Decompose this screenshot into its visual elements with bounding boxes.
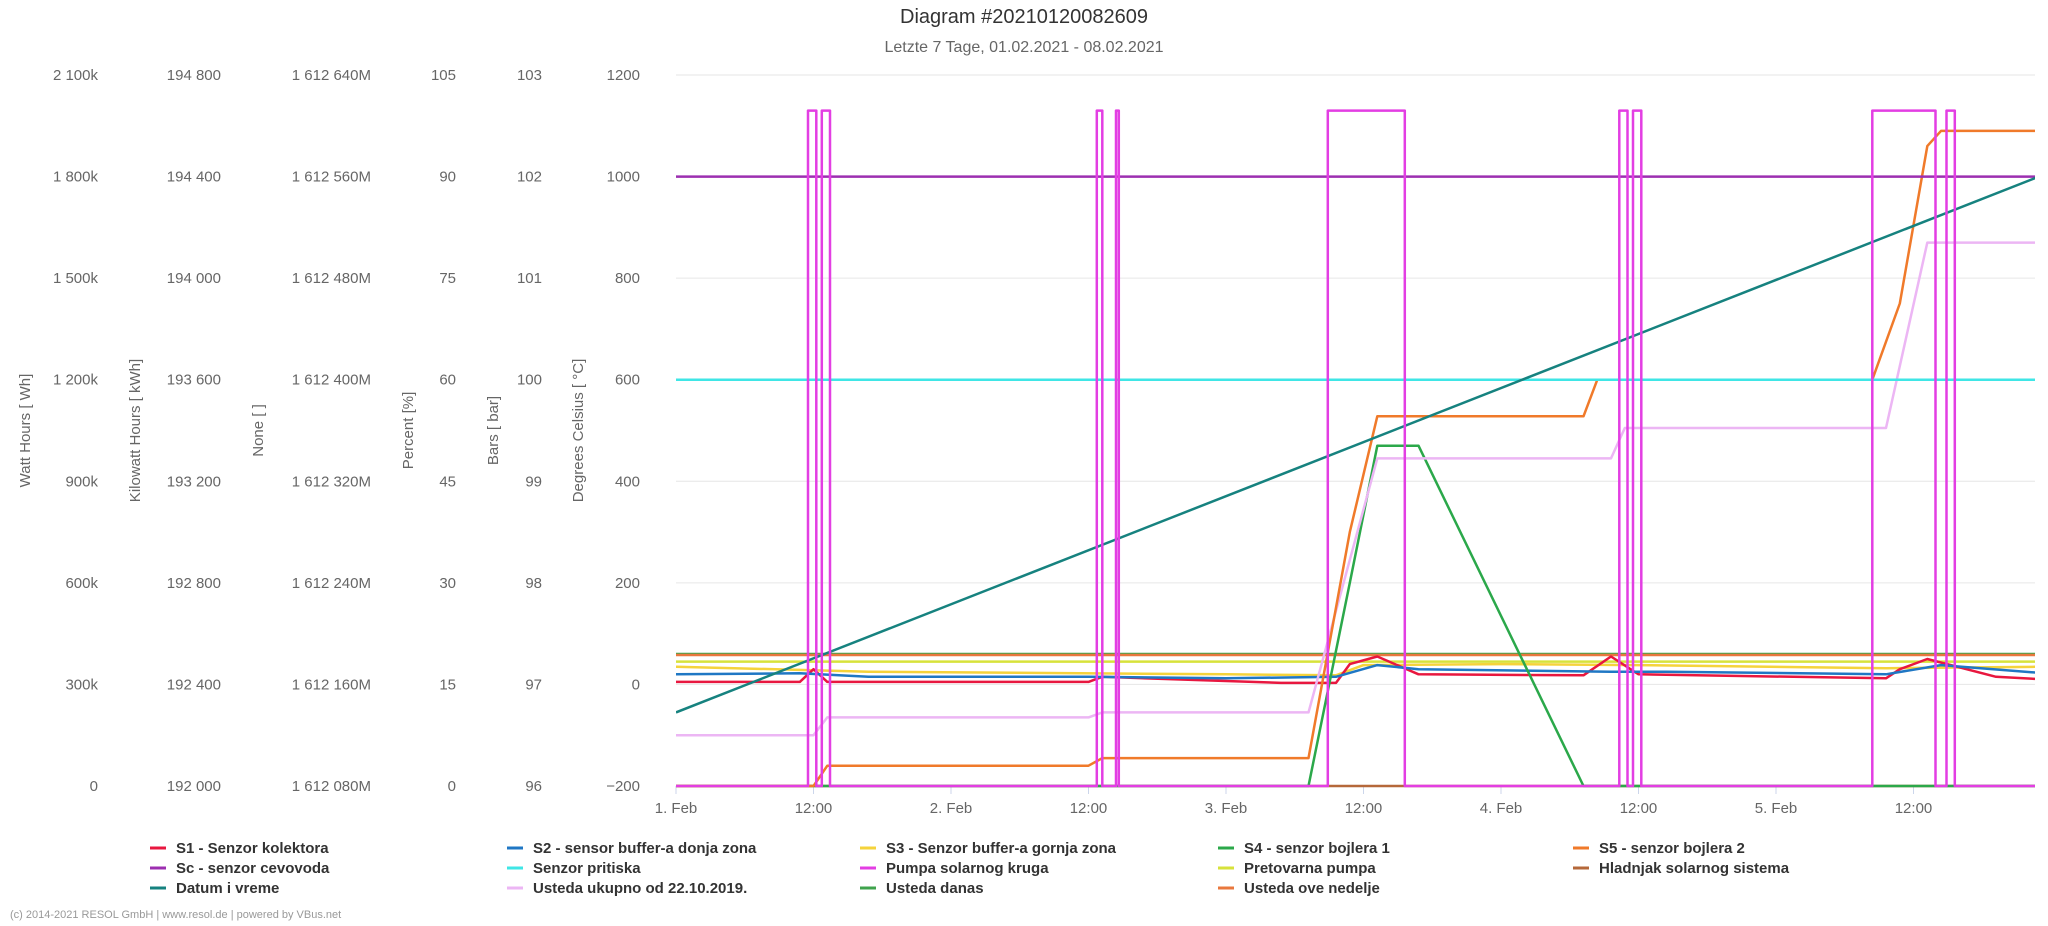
y-axis-title: Kilowatt Hours [ kWh] xyxy=(127,359,144,502)
y-axis-title: Degrees Celsius [ °C] xyxy=(570,359,587,503)
y-tick-label: 101 xyxy=(517,270,542,287)
y-tick-label: 1200 xyxy=(607,67,640,84)
y-tick-label: 1 200k xyxy=(53,372,99,389)
y-tick-label: 1 612 160M xyxy=(292,676,371,693)
x-tick-label: 12:00 xyxy=(1070,800,1108,817)
y-tick-label: 1 612 640M xyxy=(292,67,371,84)
y-tick-label: 99 xyxy=(525,473,542,490)
y-tick-label: 193 200 xyxy=(167,473,221,490)
y-tick-label: 194 000 xyxy=(167,270,221,287)
y-tick-label: 193 600 xyxy=(167,372,221,389)
legend-item-label: Sc - senzor cevovoda xyxy=(176,860,330,877)
x-tick-label: 12:00 xyxy=(795,800,833,817)
y-axis-title: None [ ] xyxy=(250,404,267,457)
y-tick-label: 60 xyxy=(439,372,456,389)
legend-item-label: Pretovarna pumpa xyxy=(1244,860,1376,877)
series-line-8 xyxy=(676,109,2035,788)
series-line-3 xyxy=(676,662,2035,677)
series-line-11 xyxy=(676,176,2035,714)
legend-item-label: S2 - sensor buffer-a donja zona xyxy=(533,840,757,857)
y-tick-label: 192 400 xyxy=(167,676,221,693)
y-tick-label: 1 800k xyxy=(53,169,99,186)
y-tick-label: 194 800 xyxy=(167,67,221,84)
legend-item-label: S4 - senzor bojlera 1 xyxy=(1244,840,1390,857)
y-tick-label: 1 612 400M xyxy=(292,372,371,389)
y-tick-label: 1 612 080M xyxy=(292,778,371,795)
x-tick-label: 5. Feb xyxy=(1755,800,1798,817)
legend-item-label: Datum i vreme xyxy=(176,880,279,897)
legend-item-label: Hladnjak solarnog sistema xyxy=(1599,860,1790,877)
series-line-12 xyxy=(676,241,2035,737)
y-tick-label: 400 xyxy=(615,473,640,490)
x-tick-label: 3. Feb xyxy=(1205,800,1248,817)
legend-item-label: Usteda ove nedelje xyxy=(1244,880,1380,897)
y-tick-label: 800 xyxy=(615,270,640,287)
x-tick-label: 12:00 xyxy=(1345,800,1383,817)
y-tick-label: 105 xyxy=(431,67,456,84)
y-axis-title: Watt Hours [ Wh] xyxy=(17,374,34,488)
chart-credits: (c) 2014-2021 RESOL GmbH | www.resol.de … xyxy=(10,909,341,921)
chart-title: Diagram #20210120082609 xyxy=(900,6,1148,28)
y-tick-label: −200 xyxy=(606,778,640,795)
y-tick-label: 1 612 560M xyxy=(292,169,371,186)
y-tick-label: 15 xyxy=(439,676,456,693)
y-tick-label: 900k xyxy=(65,473,98,490)
x-tick-label: 12:00 xyxy=(1620,800,1658,817)
y-tick-label: 200 xyxy=(615,575,640,592)
y-tick-label: 600 xyxy=(615,372,640,389)
y-tick-label: 1 500k xyxy=(53,270,99,287)
series-line-5 xyxy=(676,129,2035,788)
series-line-1 xyxy=(676,655,2035,685)
y-tick-label: 300k xyxy=(65,676,98,693)
y-tick-label: 1 612 240M xyxy=(292,575,371,592)
x-tick-label: 2. Feb xyxy=(930,800,973,817)
y-tick-label: 1 612 480M xyxy=(292,270,371,287)
y-tick-label: 600k xyxy=(65,575,98,592)
legend-item-label: S1 - Senzor kolektora xyxy=(176,840,329,857)
y-tick-label: 0 xyxy=(448,778,456,795)
y-tick-label: 97 xyxy=(525,676,542,693)
y-tick-label: 0 xyxy=(632,676,640,693)
series-line-2 xyxy=(676,663,2035,680)
x-tick-label: 4. Feb xyxy=(1480,800,1523,817)
y-tick-label: 90 xyxy=(439,169,456,186)
y-tick-label: 45 xyxy=(439,473,456,490)
y-axis-title: Bars [ bar] xyxy=(485,396,502,465)
legend-item-label: Usteda danas xyxy=(886,880,984,897)
x-tick-label: 12:00 xyxy=(1895,800,1933,817)
y-tick-label: 102 xyxy=(517,169,542,186)
y-tick-label: 75 xyxy=(439,270,456,287)
y-axis-title: Percent [%] xyxy=(400,392,417,470)
y-tick-label: 96 xyxy=(525,778,542,795)
y-tick-label: 103 xyxy=(517,67,542,84)
y-tick-label: 100 xyxy=(517,372,542,389)
series-line-4 xyxy=(676,444,2035,788)
y-tick-label: 1000 xyxy=(607,169,640,186)
y-tick-label: 1 612 320M xyxy=(292,473,371,490)
y-tick-label: 192 800 xyxy=(167,575,221,592)
y-tick-label: 2 100k xyxy=(53,67,99,84)
legend-item-label: Usteda ukupno od 22.10.2019. xyxy=(533,880,747,897)
legend-item-label: S5 - senzor bojlera 2 xyxy=(1599,840,1745,857)
y-tick-label: 192 000 xyxy=(167,778,221,795)
y-tick-label: 194 400 xyxy=(167,169,221,186)
y-tick-label: 98 xyxy=(525,575,542,592)
y-tick-label: 30 xyxy=(439,575,456,592)
legend-item-label: S3 - Senzor buffer-a gornja zona xyxy=(886,840,1117,857)
y-tick-label: 0 xyxy=(90,778,98,795)
x-tick-label: 1. Feb xyxy=(655,800,698,817)
legend-item-label: Pumpa solarnog kruga xyxy=(886,860,1049,877)
legend-item-label: Senzor pritiska xyxy=(533,860,641,877)
chart-subtitle: Letzte 7 Tage, 01.02.2021 - 08.02.2021 xyxy=(884,39,1163,56)
